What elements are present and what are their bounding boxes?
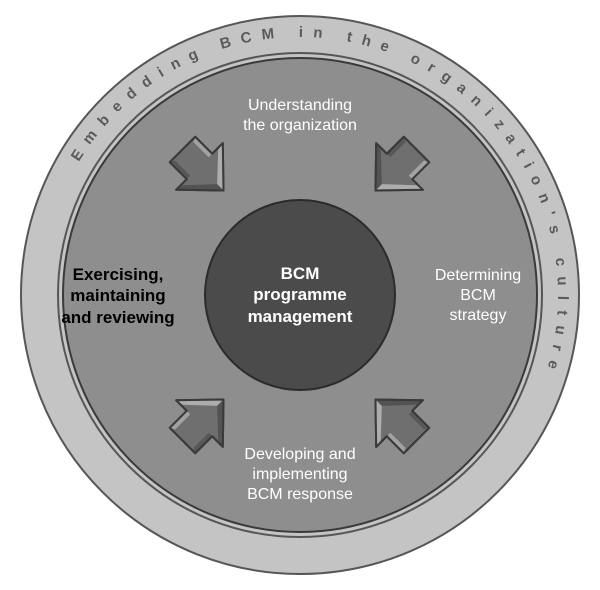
bcm-lifecycle-diagram: Embedding BCM in the organization's cult…	[0, 0, 600, 590]
quadrant-label-right: DeterminingBCMstrategy	[393, 266, 563, 326]
quadrant-label-left: Exercising,maintainingand reviewing	[33, 264, 203, 328]
quadrant-label-top: Understandingthe organization	[215, 96, 385, 136]
quadrant-label-bottom: Developing andimplementingBCM response	[215, 445, 385, 505]
center-label: BCMprogrammemanagement	[213, 263, 387, 327]
